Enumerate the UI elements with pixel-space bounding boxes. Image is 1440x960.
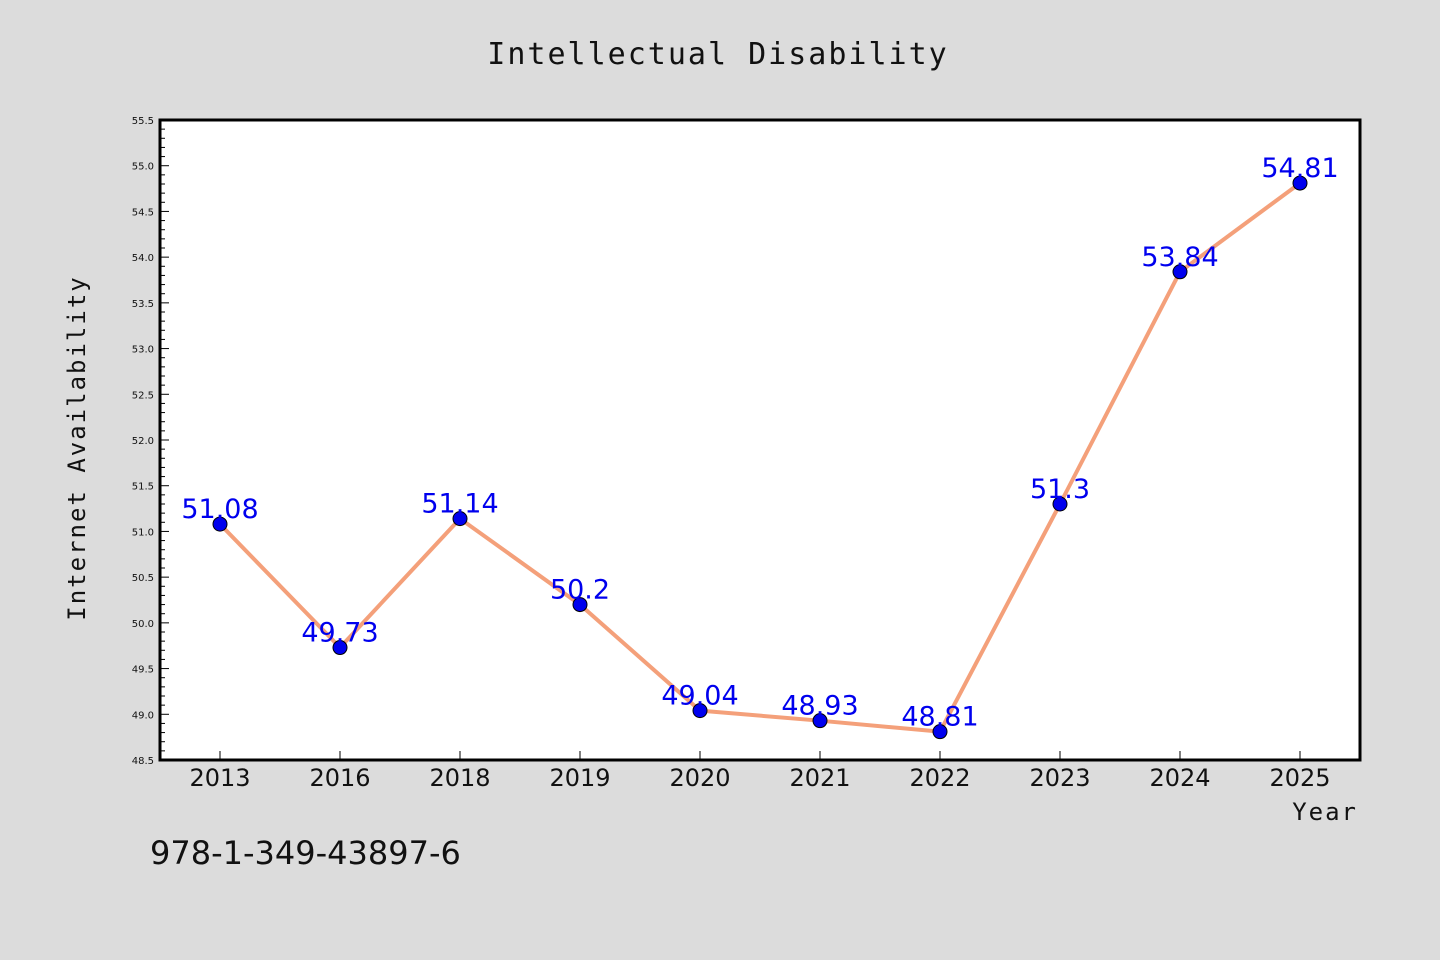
data-label: 51.3 [1030, 474, 1090, 505]
data-label: 51.08 [181, 494, 258, 525]
data-point [1052, 496, 1068, 512]
plot-frame [158, 118, 1362, 762]
y-tick-label: 51.0 [132, 527, 154, 538]
data-point [932, 724, 948, 740]
data-point [572, 597, 588, 613]
y-tick-label: 49.5 [132, 665, 154, 676]
x-tick-label: 2023 [1029, 764, 1090, 792]
y-tick-label: 55.5 [132, 116, 154, 127]
footnote-isbn: 978-1-349-43897-6 [150, 834, 461, 872]
data-label: 54.81 [1261, 153, 1338, 184]
data-point [452, 511, 468, 527]
y-tick-label: 52.5 [132, 390, 154, 401]
data-labels: 51.08 49.73 51.14 50.2 49.04 48.93 48.81 51.3 53… [181, 153, 1338, 733]
chart-title: Intellectual Disability [487, 37, 948, 72]
x-tick-label: 2013 [189, 764, 250, 792]
y-tick-label: 55.0 [132, 162, 154, 173]
data-label: 48.93 [781, 691, 858, 722]
x-axis: 2013 2016 2018 2019 2020 2021 2022 2023 2024 2025 [189, 751, 1331, 792]
data-label: 48.81 [901, 702, 978, 733]
data-point [332, 640, 348, 656]
data-label: 50.2 [550, 575, 610, 606]
data-label: 51.14 [421, 489, 498, 520]
x-tick-label: 2019 [549, 764, 610, 792]
x-tick-label: 2025 [1269, 764, 1330, 792]
series-line [218, 181, 1302, 734]
data-point [812, 713, 828, 729]
y-tick-label: 51.5 [132, 482, 154, 493]
x-axis-label: Year [1292, 798, 1358, 826]
y-tick-label: 49.0 [132, 710, 154, 721]
data-point [212, 516, 228, 532]
data-label: 49.04 [661, 681, 738, 712]
x-tick-label: 2020 [669, 764, 730, 792]
y-tick-label: 50.0 [132, 619, 154, 630]
x-tick-label: 2016 [309, 764, 370, 792]
data-point [1292, 175, 1308, 191]
data-point [692, 703, 708, 719]
plot-area [160, 120, 1360, 760]
y-axis-label: Internet Availability [63, 275, 91, 620]
series-markers [212, 175, 1308, 740]
y-axis: 48.5 49.0 49.5 50.0 50.5 51.0 51.5 52.0 52.5 53.0… [132, 116, 169, 767]
x-tick-label: 2021 [789, 764, 850, 792]
y-tick-label: 54.0 [132, 253, 154, 264]
y-tick-label: 48.5 [132, 756, 154, 767]
data-point [1172, 264, 1188, 280]
data-label: 53.84 [1141, 242, 1218, 273]
x-tick-label: 2022 [909, 764, 970, 792]
y-tick-label: 53.5 [132, 299, 154, 310]
x-tick-label: 2018 [429, 764, 490, 792]
x-tick-label: 2024 [1149, 764, 1210, 792]
y-tick-label: 53.0 [132, 345, 154, 356]
data-label: 49.73 [301, 618, 378, 649]
y-tick-label: 54.5 [132, 207, 154, 218]
y-tick-label: 52.0 [132, 436, 154, 447]
y-tick-label: 50.5 [132, 573, 154, 584]
